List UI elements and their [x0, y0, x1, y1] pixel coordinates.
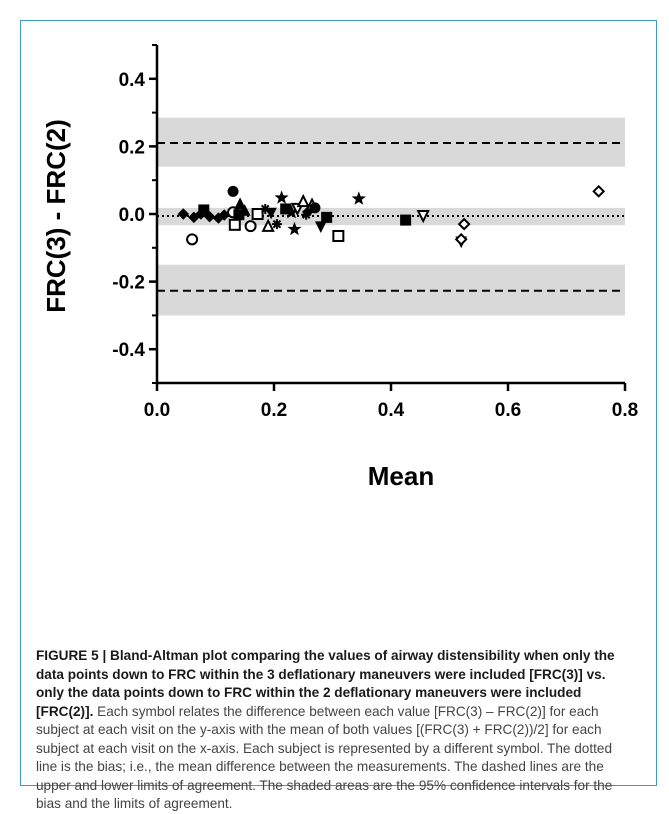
point-30: [314, 221, 327, 233]
point-34: [400, 214, 412, 226]
y-tick-label: 0.4: [119, 70, 146, 91]
data-points: [177, 184, 606, 249]
point-20: [274, 190, 289, 204]
point-32: [332, 229, 345, 242]
point-38: [457, 217, 471, 231]
y-tick-label: 0.0: [119, 205, 145, 226]
y-tick-label: -0.2: [112, 273, 145, 294]
x-tick-label: 0.4: [378, 400, 405, 421]
point-8: [227, 185, 239, 197]
point-13: [238, 204, 251, 216]
x-tick-label: 0.6: [495, 400, 521, 421]
point-23: [287, 221, 302, 236]
point-0: [177, 208, 190, 220]
point-4: [198, 204, 210, 216]
point-19: [271, 219, 282, 230]
point-1: [186, 233, 199, 246]
point-5: [203, 210, 216, 223]
caption-lead: FIGURE 5 | Bland-Altman plot comparing t…: [36, 648, 615, 719]
x-axis-label: Mean: [368, 461, 434, 491]
point-14: [244, 220, 257, 233]
figure-caption: FIGURE 5 | Bland-Altman plot comparing t…: [36, 647, 636, 814]
point-31: [321, 211, 333, 223]
point-39: [592, 184, 606, 198]
y-tick-label: -0.4: [112, 340, 145, 361]
reference-lines: [157, 142, 625, 292]
x-tick-label: 0.8: [612, 400, 638, 421]
point-15: [251, 208, 264, 220]
bland-altman-chart: -0.4 -0.2 0.0 0.2 0.4 0.0 0.2 0.4 0.6 0.8 FRC(3) …: [41, 44, 638, 491]
y-tick-label: 0.2: [119, 137, 145, 158]
point-29: [309, 202, 321, 214]
point-25: [296, 193, 310, 208]
axes: -0.4 -0.2 0.0 0.2 0.4 0.0 0.2 0.4 0.6 0.8: [112, 44, 638, 421]
point-12: [234, 197, 246, 210]
x-tick-label: 0.0: [144, 400, 170, 421]
point-17: [261, 218, 275, 232]
y-axis-label: FRC(3) - FRC(2): [41, 119, 71, 313]
x-tick-label: 0.2: [261, 400, 287, 421]
point-35: [416, 210, 430, 224]
point-10: [228, 218, 241, 231]
point-33: [351, 191, 366, 205]
point-37: [454, 232, 468, 246]
figure-frame: [20, 20, 657, 786]
point-18: [265, 207, 277, 220]
caption-body: Each symbol relates the difference betwe…: [36, 703, 613, 812]
